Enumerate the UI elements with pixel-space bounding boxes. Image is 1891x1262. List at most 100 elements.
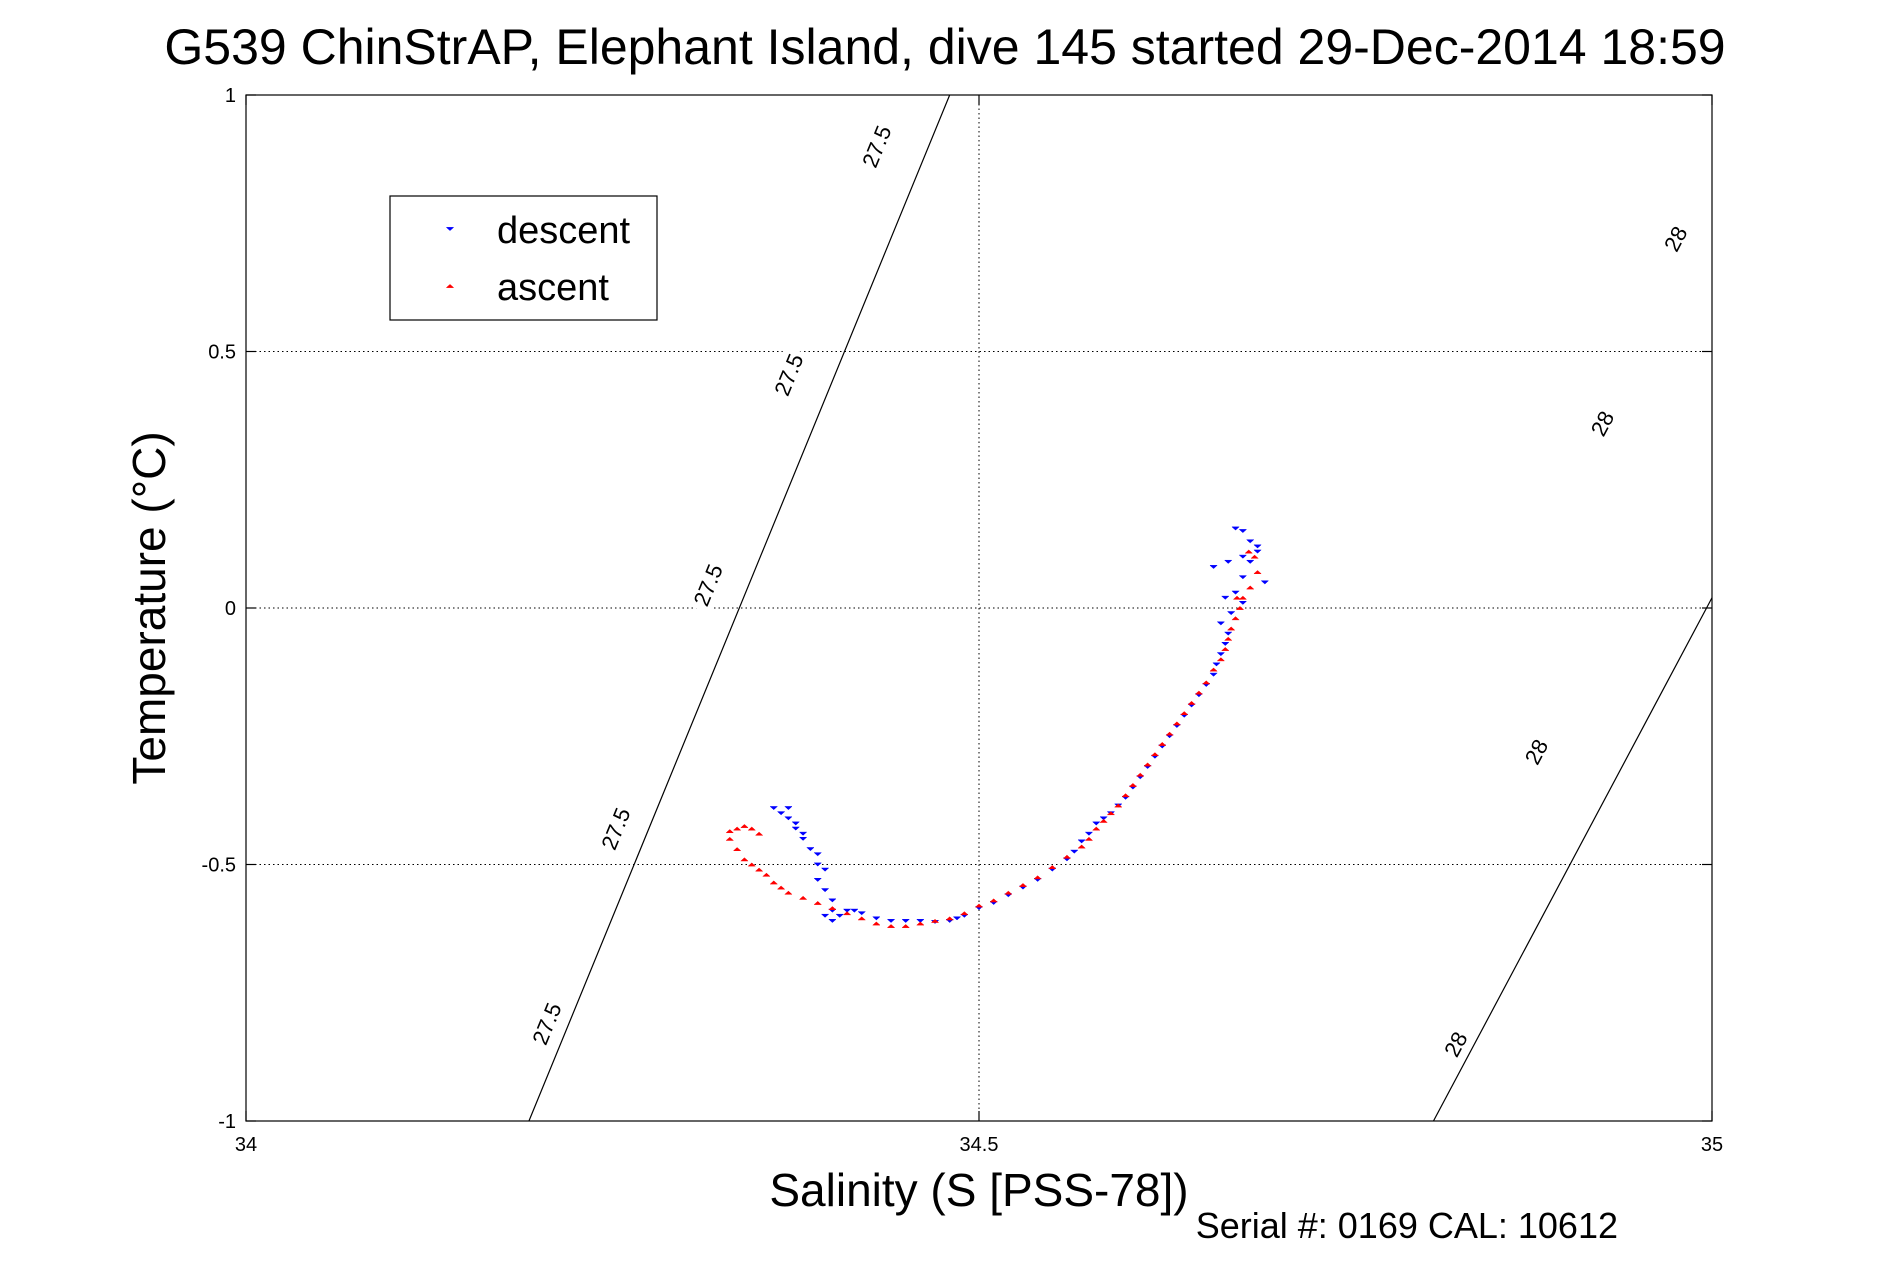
descent-point [798, 836, 808, 841]
ascent-point [1114, 803, 1123, 808]
legend-marker-ascent [445, 284, 455, 288]
descent-point [776, 811, 786, 816]
x-tick-label: 34.5 [960, 1134, 999, 1156]
descent-point [1253, 544, 1262, 549]
contour-label-bg [1577, 393, 1627, 453]
ascent-point [945, 916, 954, 921]
descent-point [857, 911, 866, 916]
legend: descent ascent [389, 195, 658, 321]
ascent-point [1048, 865, 1057, 869]
y-axis-label: Temperature (°C) [123, 431, 175, 784]
descent-point [916, 919, 925, 923]
descent-point [952, 916, 962, 921]
ascent-point [1194, 690, 1204, 695]
descent-point [1209, 672, 1218, 677]
descent-point [1245, 559, 1255, 564]
ascent-point [1004, 890, 1013, 895]
axis-ticks: 34 34.5 35 -1 -0.5 0 0.5 1 [202, 85, 1724, 1156]
contour-line-27.5 [528, 95, 951, 1121]
grid-lines [246, 95, 1712, 1121]
ascent-point [1179, 711, 1189, 716]
y-tick-label: 0 [225, 598, 236, 620]
ascent-point [1209, 667, 1218, 672]
ascent-point [1201, 680, 1211, 685]
ascent-point [989, 898, 998, 903]
descent-point [813, 852, 822, 857]
contour-label-bg [1430, 1014, 1481, 1074]
descent-point [820, 913, 830, 918]
ascent-point [1253, 570, 1262, 574]
descent-point [850, 908, 859, 913]
ascent-point [1250, 554, 1259, 559]
contour-label-bg [765, 345, 812, 404]
descent-point [1099, 816, 1108, 821]
descent-point [1223, 631, 1233, 636]
legend-label-ascent: ascent [497, 267, 609, 309]
ascent-point [1238, 595, 1248, 600]
ascent-point [725, 836, 735, 841]
ascent-point [798, 895, 808, 900]
ascent-point [732, 847, 742, 851]
ascent-point [1128, 783, 1138, 787]
descent-point [886, 919, 896, 923]
descent-point [901, 919, 910, 923]
descent-point [1253, 549, 1262, 554]
ascent-point [857, 916, 866, 921]
ascent-point [901, 924, 910, 928]
descent-point [1238, 554, 1248, 559]
legend-box [389, 195, 658, 321]
chart-title: G539 ChinStrAP, Elephant Island, dive 14… [164, 19, 1725, 75]
ascent-point [754, 867, 764, 872]
ascent-point [762, 872, 771, 877]
ascent-point [1077, 844, 1086, 849]
contour-label-bg [1511, 722, 1561, 782]
descent-point [791, 826, 801, 831]
ascent-point [747, 862, 757, 867]
ascent-point [725, 829, 735, 834]
ascent-point [1136, 772, 1145, 777]
y-tick-label: 0.5 [208, 342, 236, 364]
ascent-point [732, 826, 742, 831]
ascent-point [1187, 700, 1196, 705]
descent-point [806, 847, 815, 852]
ascent-point [872, 921, 881, 926]
descent-point [1238, 601, 1248, 605]
descent-point [1209, 565, 1218, 569]
ascent-point [842, 911, 852, 916]
descent-point [1221, 595, 1230, 600]
ascent-point [1216, 657, 1226, 662]
ascent-point [776, 885, 786, 890]
ascent-point [1106, 811, 1116, 816]
ascent-point [1084, 836, 1094, 841]
ascent-point [1099, 818, 1108, 823]
descent-point [872, 916, 881, 921]
ascent-point [1221, 647, 1230, 651]
legend-marker-symbol [445, 227, 455, 231]
ascent-point [930, 918, 940, 923]
ascent-point [1092, 826, 1101, 831]
contour-label-bg [523, 994, 570, 1053]
descent-point [1212, 662, 1221, 667]
ascent-point [1226, 626, 1236, 631]
descent-point [1231, 590, 1240, 595]
contour-label-bg [592, 799, 639, 858]
ascent-point [1244, 549, 1253, 554]
ascent-point [1245, 585, 1255, 590]
ascent-point [1235, 606, 1245, 610]
ascent-point [754, 831, 764, 836]
y-tick-label: -0.5 [202, 855, 236, 877]
ascent-point [1033, 875, 1042, 880]
descent-point [1216, 621, 1226, 626]
contour-label-bg [684, 555, 731, 615]
descent-point [828, 919, 837, 923]
x-axis-label: Salinity (S [PSS-78]) [769, 1164, 1188, 1216]
descent-point [813, 862, 822, 867]
ascent-point [740, 824, 749, 828]
descent-point [1238, 529, 1248, 534]
descent-point [769, 806, 779, 811]
ascent-point [813, 901, 822, 905]
ascent-point [1150, 752, 1160, 757]
ascent-point [1062, 854, 1072, 859]
descent-point [820, 888, 830, 893]
